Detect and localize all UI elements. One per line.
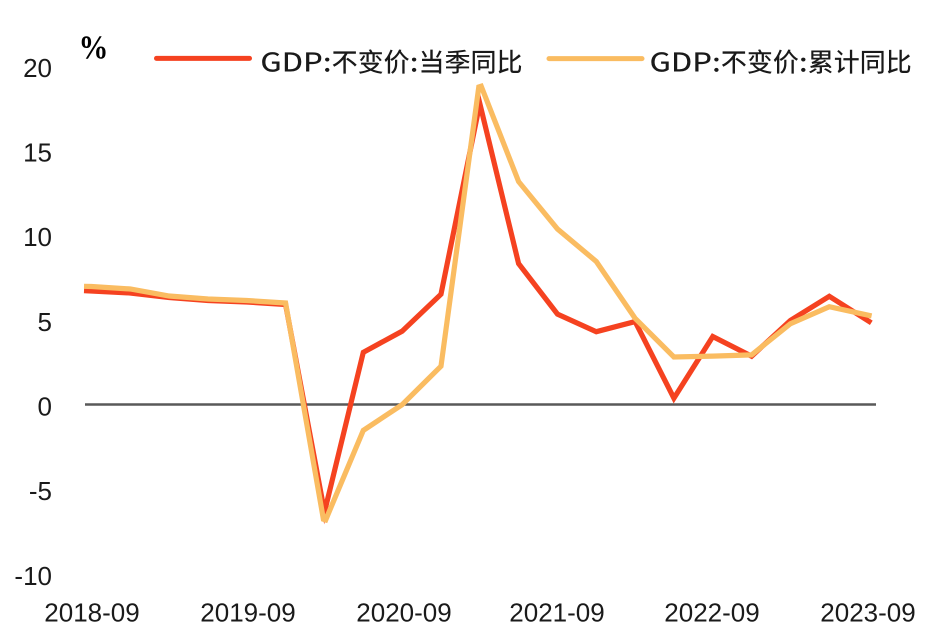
- svg-text:5: 5: [38, 307, 52, 337]
- svg-text:0: 0: [38, 392, 52, 422]
- svg-text:10: 10: [23, 222, 52, 252]
- svg-text:2020-09: 2020-09: [356, 597, 451, 627]
- svg-text:%: %: [79, 28, 109, 65]
- svg-text:2022-09: 2022-09: [664, 597, 759, 627]
- svg-text:20: 20: [23, 53, 52, 83]
- svg-text:15: 15: [23, 138, 52, 168]
- svg-text:2023-09: 2023-09: [820, 597, 915, 627]
- svg-text:-5: -5: [29, 476, 52, 506]
- svg-text:2018-09: 2018-09: [44, 597, 139, 627]
- svg-text:2019-09: 2019-09: [200, 597, 295, 627]
- svg-text:2021-09: 2021-09: [509, 597, 604, 627]
- svg-text:-10: -10: [14, 561, 52, 591]
